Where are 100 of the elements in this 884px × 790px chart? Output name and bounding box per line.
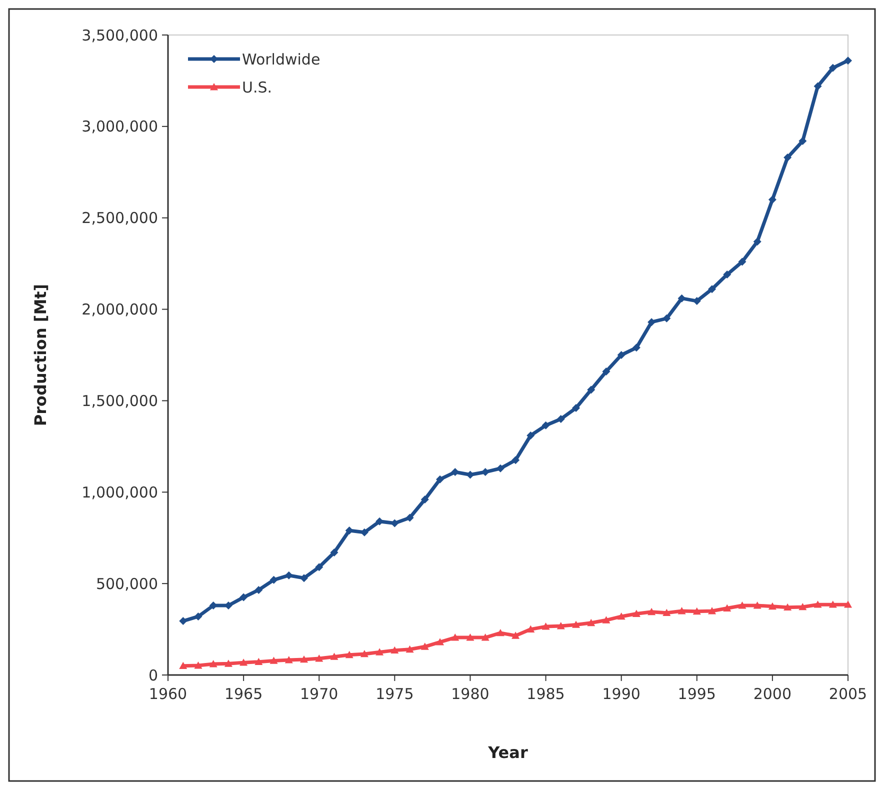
point	[330, 548, 338, 556]
point	[496, 464, 504, 472]
y-tick-label: 1,500,000	[82, 392, 158, 410]
point	[270, 656, 278, 664]
x-tick-label: 1985	[526, 685, 565, 703]
point	[526, 625, 535, 632]
x-axis-title: Year	[487, 743, 528, 762]
point	[194, 661, 202, 669]
point	[587, 618, 596, 626]
point	[784, 154, 792, 162]
point	[526, 431, 535, 440]
point	[542, 622, 550, 630]
point	[753, 602, 762, 609]
point	[240, 593, 248, 602]
point	[345, 650, 354, 658]
legend-label: Worldwide	[242, 50, 320, 68]
point	[768, 196, 776, 204]
point	[284, 656, 293, 664]
x-tick-label: 1990	[602, 685, 640, 703]
point	[300, 655, 308, 663]
point	[844, 56, 852, 65]
y-tick-label: 1,000,000	[82, 483, 158, 502]
point	[798, 602, 807, 610]
point	[602, 367, 610, 376]
point	[556, 622, 565, 630]
point	[572, 404, 580, 412]
x-tick-label: 1975	[376, 685, 414, 703]
point	[390, 646, 399, 654]
point	[224, 660, 232, 667]
point	[648, 608, 656, 616]
point	[436, 638, 444, 646]
point	[753, 238, 762, 246]
point	[300, 574, 308, 582]
y-axis-title: Production [Mt]	[31, 284, 50, 426]
point	[738, 258, 746, 266]
point	[406, 514, 414, 522]
point	[284, 571, 293, 580]
point	[436, 475, 444, 484]
point	[512, 456, 520, 464]
x-tick-label: 1995	[678, 685, 716, 703]
y-tick-label: 3,500,000	[82, 26, 158, 44]
point	[828, 600, 837, 608]
point	[587, 386, 596, 394]
point	[708, 285, 716, 294]
y-tick-label: 0	[148, 666, 158, 684]
point	[254, 658, 263, 666]
point	[345, 526, 354, 535]
point	[315, 654, 324, 662]
point	[542, 421, 550, 430]
point	[481, 634, 490, 641]
point	[678, 294, 686, 302]
point	[617, 351, 626, 359]
point	[179, 617, 188, 626]
point	[738, 602, 746, 609]
point	[723, 270, 732, 279]
point	[209, 660, 218, 668]
point	[692, 607, 701, 615]
point	[602, 616, 610, 624]
y-tick-label: 500,000	[96, 574, 158, 593]
point	[768, 602, 776, 610]
point	[315, 563, 324, 572]
x-tick-label: 1970	[300, 685, 338, 703]
x-tick-label: 2005	[828, 685, 868, 703]
point	[662, 608, 671, 616]
point	[254, 586, 263, 594]
point	[708, 607, 716, 614]
point	[648, 318, 656, 326]
point	[678, 607, 686, 614]
point	[723, 604, 732, 612]
point	[512, 632, 520, 639]
point	[572, 620, 580, 628]
point	[376, 648, 384, 656]
y-tick-label: 2,000,000	[82, 300, 158, 319]
point	[360, 650, 368, 658]
point	[466, 634, 474, 641]
y-tick-label: 2,500,000	[82, 209, 158, 228]
point	[270, 576, 278, 584]
point	[844, 600, 852, 608]
point	[632, 344, 640, 352]
x-tick-label: 1960	[148, 685, 188, 703]
point	[194, 612, 202, 620]
point	[406, 645, 414, 653]
point	[814, 82, 822, 90]
point	[828, 64, 837, 72]
x-tick-label: 1980	[451, 685, 490, 703]
point	[481, 468, 490, 476]
x-tick-label: 1965	[224, 685, 263, 703]
point	[451, 634, 460, 641]
y-tick-label: 3,000,000	[82, 118, 158, 136]
point	[814, 600, 822, 608]
x-tick-label: 2000	[753, 685, 792, 703]
point	[556, 415, 565, 423]
point	[179, 662, 188, 670]
point	[662, 314, 671, 322]
point	[240, 658, 248, 666]
point	[420, 642, 429, 650]
legend-label: U.S.	[242, 78, 272, 96]
point	[496, 628, 504, 636]
point	[617, 612, 626, 620]
point	[632, 610, 640, 617]
